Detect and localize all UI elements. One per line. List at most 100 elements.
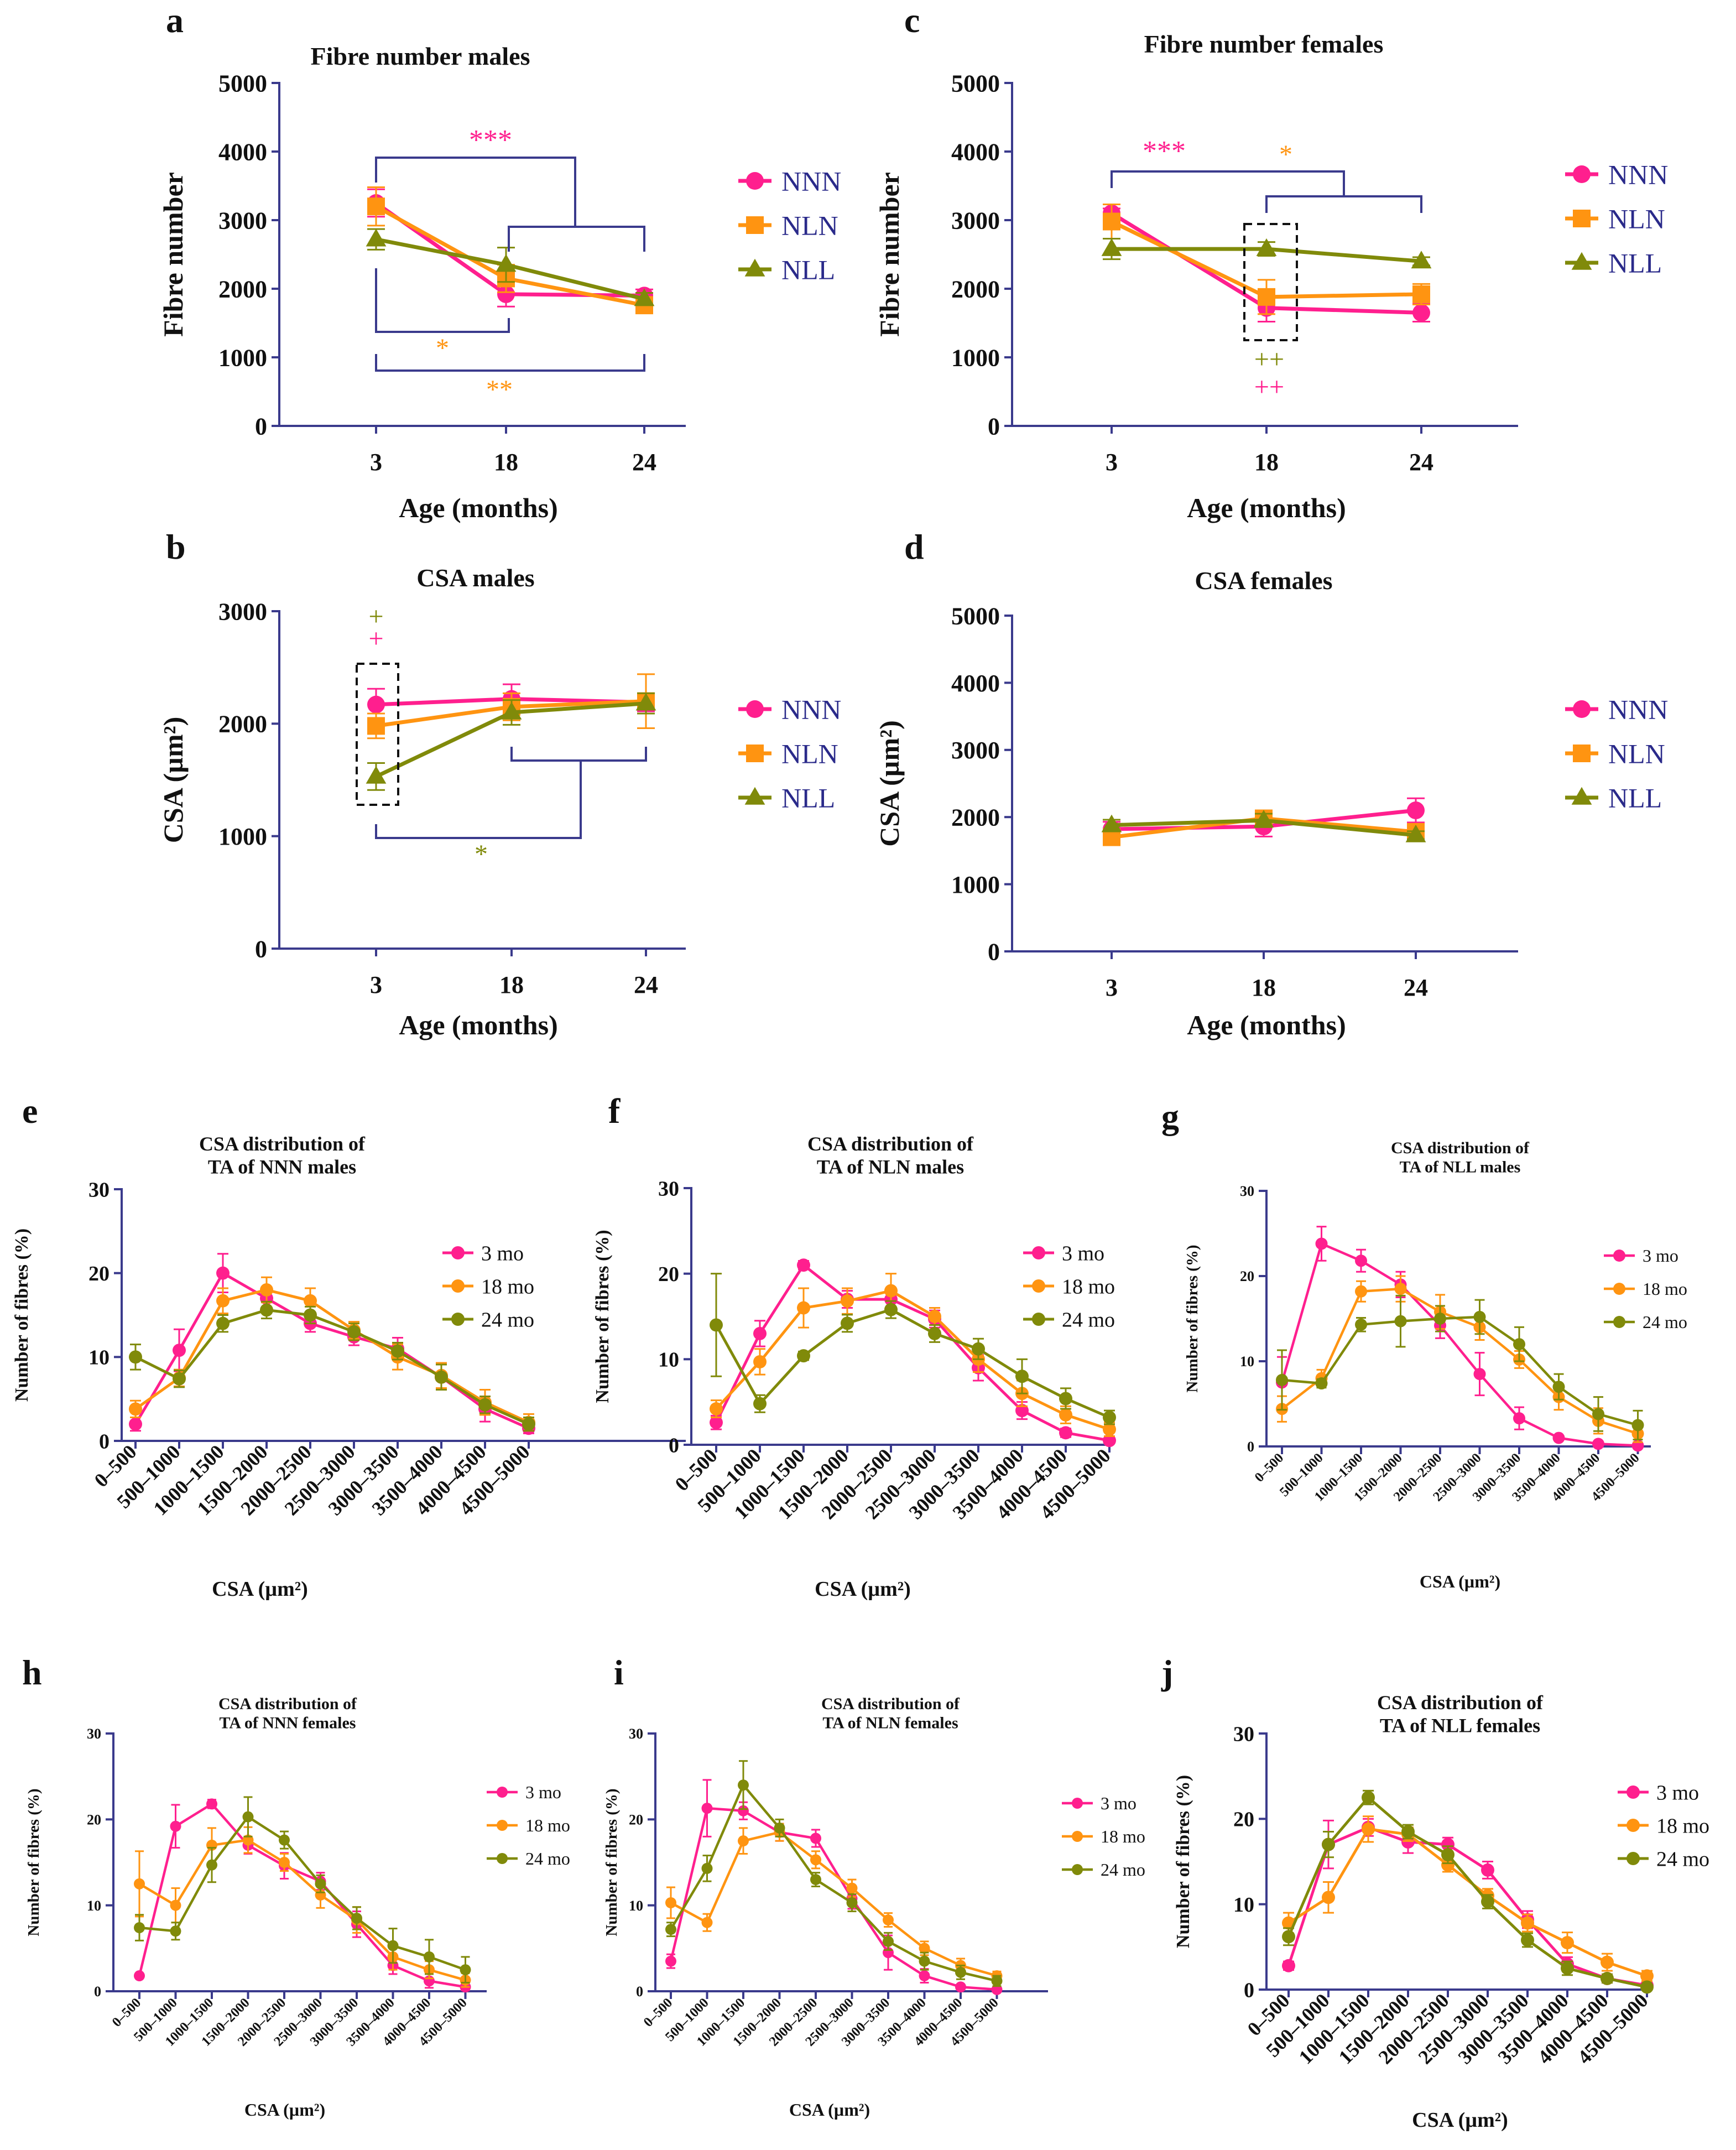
data-point (1412, 304, 1430, 322)
data-point (1513, 1338, 1525, 1351)
legend-marker (451, 1279, 465, 1293)
data-point (1481, 1895, 1494, 1909)
data-point (522, 1417, 535, 1431)
legend-label: NLN (781, 210, 838, 241)
y-tick-label: 10 (1240, 1353, 1254, 1370)
panel-label-j: j (1161, 1653, 1173, 1692)
x-axis-label-c: Age (months) (1187, 492, 1346, 523)
series-line (669, 1807, 997, 1991)
y-tick-label: 3000 (218, 598, 267, 625)
data-point (367, 197, 385, 216)
data-point (972, 1342, 985, 1356)
x-axis-label-a: Age (months) (399, 492, 557, 523)
series-24-mo (129, 1300, 535, 1432)
series-3-mo (710, 1258, 1116, 1448)
y-tick-label: 0 (99, 1430, 110, 1453)
y-tick-label: 30 (629, 1726, 643, 1742)
x-tick-label: 3 (370, 971, 382, 998)
data-point (1059, 1408, 1072, 1422)
legend-label: 18 mo (1643, 1279, 1687, 1299)
y-tick-label: 10 (88, 1346, 110, 1370)
data-point (1631, 1419, 1644, 1431)
chart-e: e CSA distribution of TA of NNN males 0 10 20… (12, 1091, 686, 1601)
legend-label: 24 mo (1643, 1312, 1687, 1332)
data-point (884, 1303, 898, 1316)
legend-marker (1613, 1283, 1625, 1295)
legend-marker (1626, 1852, 1640, 1865)
data-point (919, 1943, 930, 1954)
chart-title-e: CSA distribution of TA of NNN males (199, 1133, 366, 1178)
data-point (1592, 1438, 1604, 1450)
legend-marker (1626, 1819, 1640, 1832)
y-tick-label: 2000 (951, 804, 1000, 831)
x-tick-label: 24 (632, 449, 656, 476)
data-point (1256, 238, 1277, 256)
annotation-c: ++ (1254, 372, 1284, 402)
data-point (841, 1294, 854, 1308)
data-point (1401, 1825, 1415, 1839)
data-point (1362, 1822, 1375, 1836)
data-point (1282, 1930, 1295, 1944)
data-point (1322, 1837, 1335, 1851)
y-tick-label: 20 (1240, 1268, 1254, 1284)
legend-label: NLN (1608, 738, 1665, 769)
series-line (715, 1308, 1110, 1419)
y-tick-label: 3000 (951, 737, 1000, 764)
series-NLL (1101, 237, 1432, 269)
series-line (138, 1839, 466, 1981)
data-point (1481, 1863, 1494, 1877)
x-axis-label-g: CSA (µm²) (1420, 1571, 1500, 1591)
y-tick-label: 5000 (951, 602, 1000, 629)
x-tick-label: 18 (1252, 974, 1276, 1001)
x-tick-label: 0–500 (641, 1995, 676, 2030)
data-point (216, 1266, 230, 1280)
series-18-mo (1276, 1275, 1644, 1443)
legend-marker (1626, 1785, 1640, 1799)
data-point (955, 1966, 966, 1978)
y-tick-label: 30 (1240, 1183, 1254, 1199)
x-tick-label: 3 (370, 449, 382, 476)
legend-marker (744, 258, 765, 277)
y-tick-label: 0 (255, 935, 267, 962)
y-tick-label: 30 (88, 1178, 110, 1201)
legend-marker (1072, 1864, 1083, 1875)
chart-f: f CSA distribution of TA of NLN males 0 10 20… (592, 1091, 1116, 1601)
y-tick-label: 2000 (218, 275, 267, 303)
legend-label: 24 mo (1656, 1847, 1709, 1871)
legend-label: 3 mo (1643, 1246, 1678, 1266)
legend-marker (451, 1313, 465, 1326)
y-tick-label: 30 (658, 1177, 679, 1200)
legend-marker (451, 1246, 465, 1259)
y-tick-label: 20 (1233, 1808, 1254, 1831)
panel-label-f: f (608, 1091, 621, 1131)
legend-label: 3 mo (481, 1242, 524, 1265)
data-point (665, 1955, 676, 1967)
data-point (206, 1798, 217, 1810)
y-axis-label-a: Fibre number (158, 172, 189, 337)
y-tick-label: 0 (255, 413, 267, 440)
chart-d: d CSA females 0 1000 2000 3000 4000 5000 3 18 24 CS… (874, 527, 1668, 1040)
series-24-mo (665, 1760, 1003, 1987)
annotation-b: + (368, 624, 383, 653)
y-tick-label: 20 (658, 1263, 679, 1286)
data-point (391, 1344, 404, 1358)
panel-label-h: h (22, 1653, 42, 1692)
chart-title-b: CSA males (416, 564, 534, 592)
data-point (635, 693, 656, 711)
data-point (1103, 1410, 1116, 1424)
y-tick-label: 3000 (951, 207, 1000, 234)
data-point (496, 254, 517, 272)
data-point (366, 766, 387, 784)
series-24-mo (710, 1273, 1116, 1425)
data-point (1601, 1971, 1614, 1985)
data-point (279, 1857, 290, 1868)
series-line (134, 1308, 530, 1425)
data-point (928, 1326, 941, 1340)
data-point (170, 1925, 181, 1937)
annotation-c: *** (1143, 136, 1186, 167)
y-tick-label: 5000 (218, 70, 267, 97)
data-point (884, 1284, 898, 1298)
chart-g: g CSA distribution of TA of NLL males 0 10 20… (1161, 1097, 1687, 1591)
bracket-c-top (1111, 170, 1345, 196)
